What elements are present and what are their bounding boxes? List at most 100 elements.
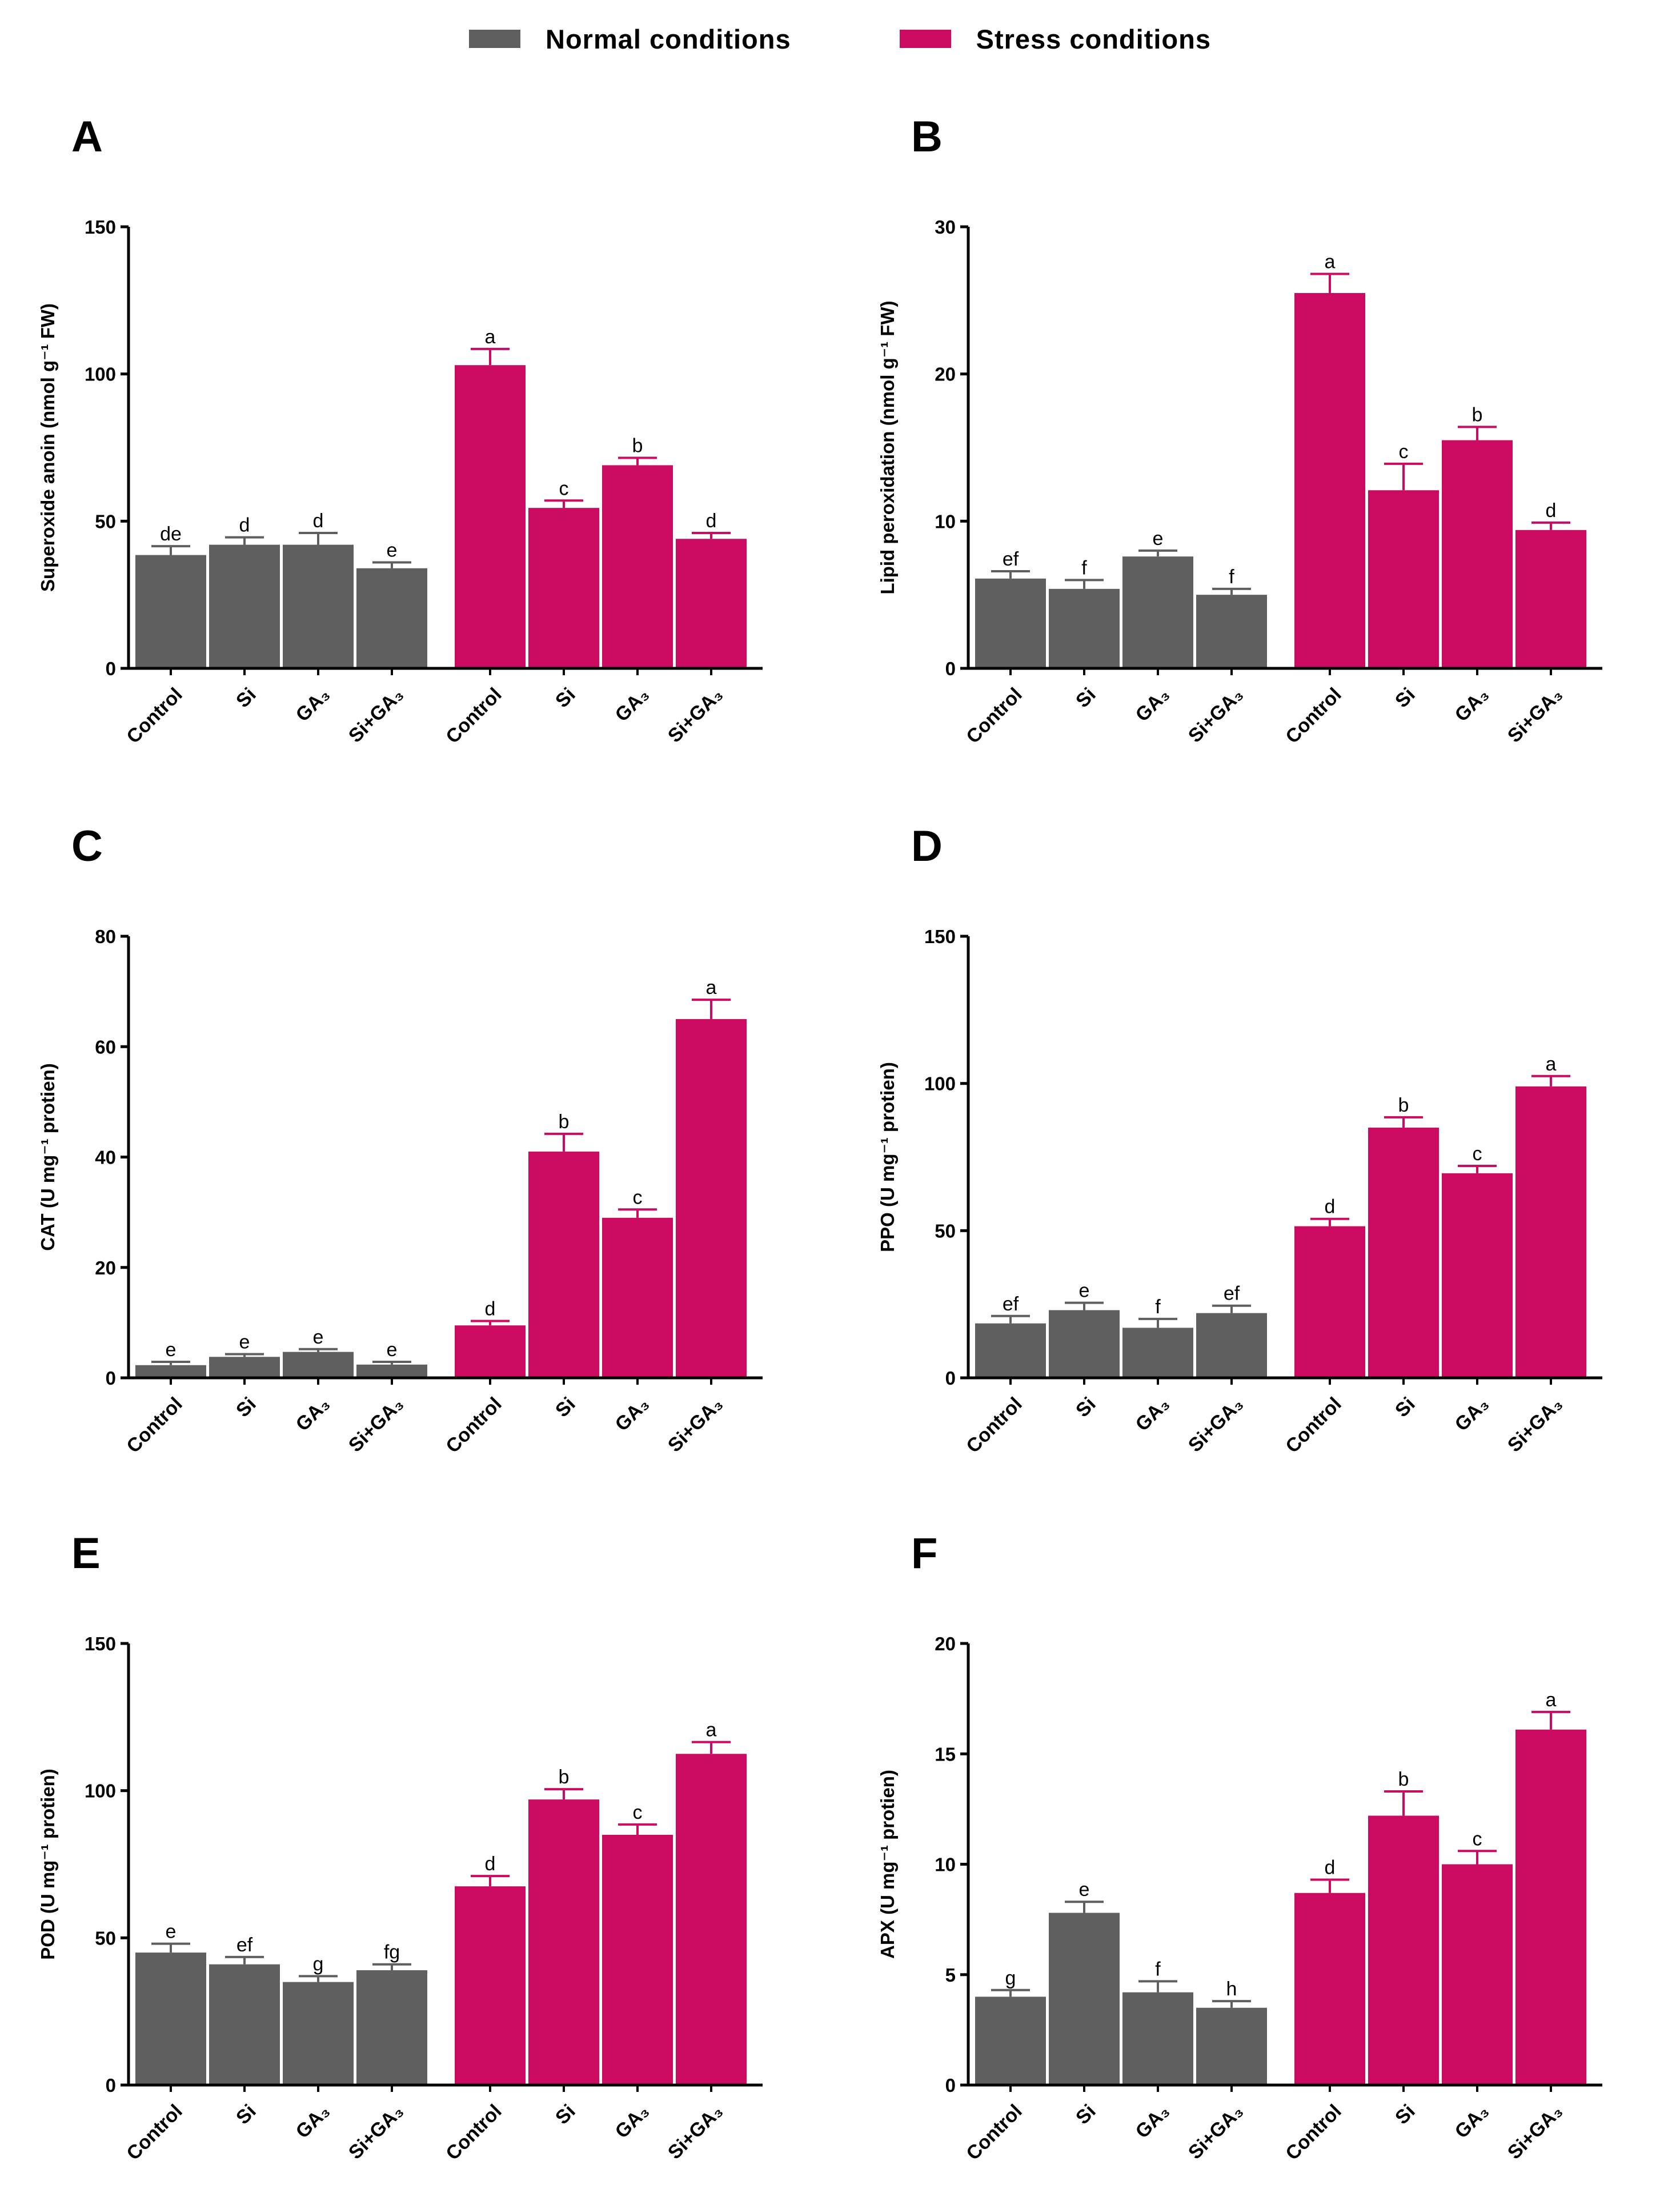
y-tick-label: 100 [85, 364, 116, 385]
chart-svg: F APX (U mg⁻¹ protien) 0 5 10 15 20 g Control e Si… [877, 1529, 1602, 2164]
bar [1294, 292, 1365, 668]
significance-letter: b [632, 435, 643, 457]
panel-letter: F [911, 1529, 937, 1578]
x-tick-label: GA₃ [1132, 2100, 1174, 2143]
bar [1368, 1815, 1439, 2085]
x-tick-label: Si [551, 1393, 580, 1422]
significance-letter: b [559, 1111, 570, 1133]
y-axis-label: CAT (U mg⁻¹ protien) [37, 1063, 58, 1250]
bar [975, 578, 1046, 668]
bar [1442, 440, 1513, 668]
significance-letter: c [1473, 1828, 1482, 1850]
bar [135, 1953, 206, 2085]
bar [602, 465, 673, 668]
x-tick-label: Si+GA₃ [344, 1393, 408, 1457]
legend-item-stress: Stress conditions [899, 23, 1211, 55]
panel-letter: C [71, 822, 103, 871]
bar [1049, 588, 1120, 668]
bar [1294, 1226, 1365, 1378]
legend: Normal conditions Stress conditions [0, 16, 1680, 62]
significance-letter: e [1079, 1280, 1090, 1302]
significance-letter: d [485, 1853, 496, 1875]
x-tick-label: Si [551, 2100, 580, 2129]
significance-letter: ef [1003, 548, 1019, 570]
y-tick-label: 40 [95, 1147, 116, 1168]
panel-c: C CAT (U mg⁻¹ protien) 0 20 40 60 80 e Control e S… [0, 784, 840, 1498]
bar [135, 555, 206, 668]
significance-letter: e [1153, 528, 1164, 550]
chart-svg: C CAT (U mg⁻¹ protien) 0 20 40 60 80 e Control e S… [37, 822, 763, 1457]
x-tick-label: GA₃ [611, 1393, 653, 1436]
bar [1122, 1992, 1193, 2085]
x-tick-label: Control [442, 1393, 506, 1457]
x-tick-label: Control [962, 684, 1026, 748]
bar [1122, 1328, 1193, 1378]
significance-letter: d [1546, 500, 1557, 522]
significance-letter: d [1325, 1196, 1336, 1218]
y-tick-label: 150 [85, 1633, 116, 1654]
significance-letter: a [485, 326, 496, 348]
y-tick-label: 50 [95, 511, 116, 532]
y-tick-label: 15 [935, 1743, 956, 1765]
x-tick-label: Control [122, 684, 186, 748]
bar [356, 1364, 427, 1378]
panel-letter: D [911, 822, 943, 871]
bar [1368, 490, 1439, 668]
x-tick-label: Si+GA₃ [344, 2100, 408, 2164]
x-tick-label: Si+GA₃ [1503, 1393, 1567, 1457]
bar [676, 1754, 747, 2085]
panel-a: A Superoxide anoin (nmol g⁻¹ FW) 0 50 100 150… [0, 74, 840, 788]
bar [455, 365, 526, 668]
significance-letter: d [239, 515, 250, 536]
x-tick-label: GA₃ [1451, 2100, 1493, 2143]
bar [1515, 1086, 1586, 1378]
x-tick-label: GA₃ [292, 684, 334, 726]
significance-letter: g [313, 1953, 324, 1975]
y-tick-label: 0 [106, 1368, 116, 1389]
legend-item-normal: Normal conditions [469, 23, 791, 55]
bar [209, 544, 280, 668]
significance-letter: c [633, 1802, 643, 1823]
y-tick-label: 0 [106, 658, 116, 679]
significance-letter: de [160, 523, 182, 545]
significance-letter: e [166, 1921, 177, 1943]
bar [455, 1325, 526, 1378]
y-tick-label: 0 [106, 2075, 116, 2096]
significance-letter: a [706, 977, 717, 999]
y-tick-label: 0 [945, 2075, 956, 2096]
panel-f: F APX (U mg⁻¹ protien) 0 5 10 15 20 g Control e Si… [840, 1491, 1679, 2205]
significance-letter: c [633, 1186, 643, 1208]
y-tick-label: 20 [935, 1633, 956, 1654]
x-tick-label: Control [442, 2100, 506, 2164]
x-tick-label: Si+GA₃ [1503, 684, 1567, 747]
x-tick-label: Control [1281, 2100, 1345, 2164]
significance-letter: f [1155, 1958, 1161, 1980]
y-tick-label: 50 [95, 1927, 116, 1949]
x-tick-label: Si+GA₃ [1184, 2100, 1248, 2164]
x-tick-label: Si [232, 684, 260, 712]
bar [1196, 595, 1267, 668]
x-tick-label: Si [1391, 2100, 1420, 2129]
x-tick-label: Control [1281, 1393, 1345, 1457]
bar [283, 544, 354, 668]
panel-d: D PPO (U mg⁻¹ protien) 0 50 100 150 ef Control e… [840, 784, 1679, 1498]
legend-swatch-stress [899, 30, 951, 48]
bar [283, 1982, 354, 2085]
significance-letter: b [559, 1766, 570, 1788]
x-tick-label: GA₃ [292, 2100, 334, 2143]
significance-letter: e [387, 1339, 398, 1361]
y-tick-label: 20 [95, 1257, 116, 1278]
y-tick-label: 5 [945, 1965, 956, 1986]
x-tick-label: GA₃ [611, 684, 653, 726]
bar [528, 508, 599, 668]
significance-letter: b [1398, 1095, 1409, 1116]
chart-svg: E POD (U mg⁻¹ protien) 0 50 100 150 e Control ef… [37, 1529, 763, 2164]
x-tick-label: Si [1391, 684, 1420, 712]
significance-letter: f [1155, 1296, 1161, 1318]
significance-letter: c [559, 478, 569, 499]
y-tick-label: 50 [935, 1220, 956, 1241]
x-tick-label: Si+GA₃ [1184, 684, 1248, 747]
x-tick-label: Si+GA₃ [1184, 1393, 1248, 1457]
y-tick-label: 10 [935, 1854, 956, 1875]
y-tick-label: 0 [945, 1368, 956, 1389]
